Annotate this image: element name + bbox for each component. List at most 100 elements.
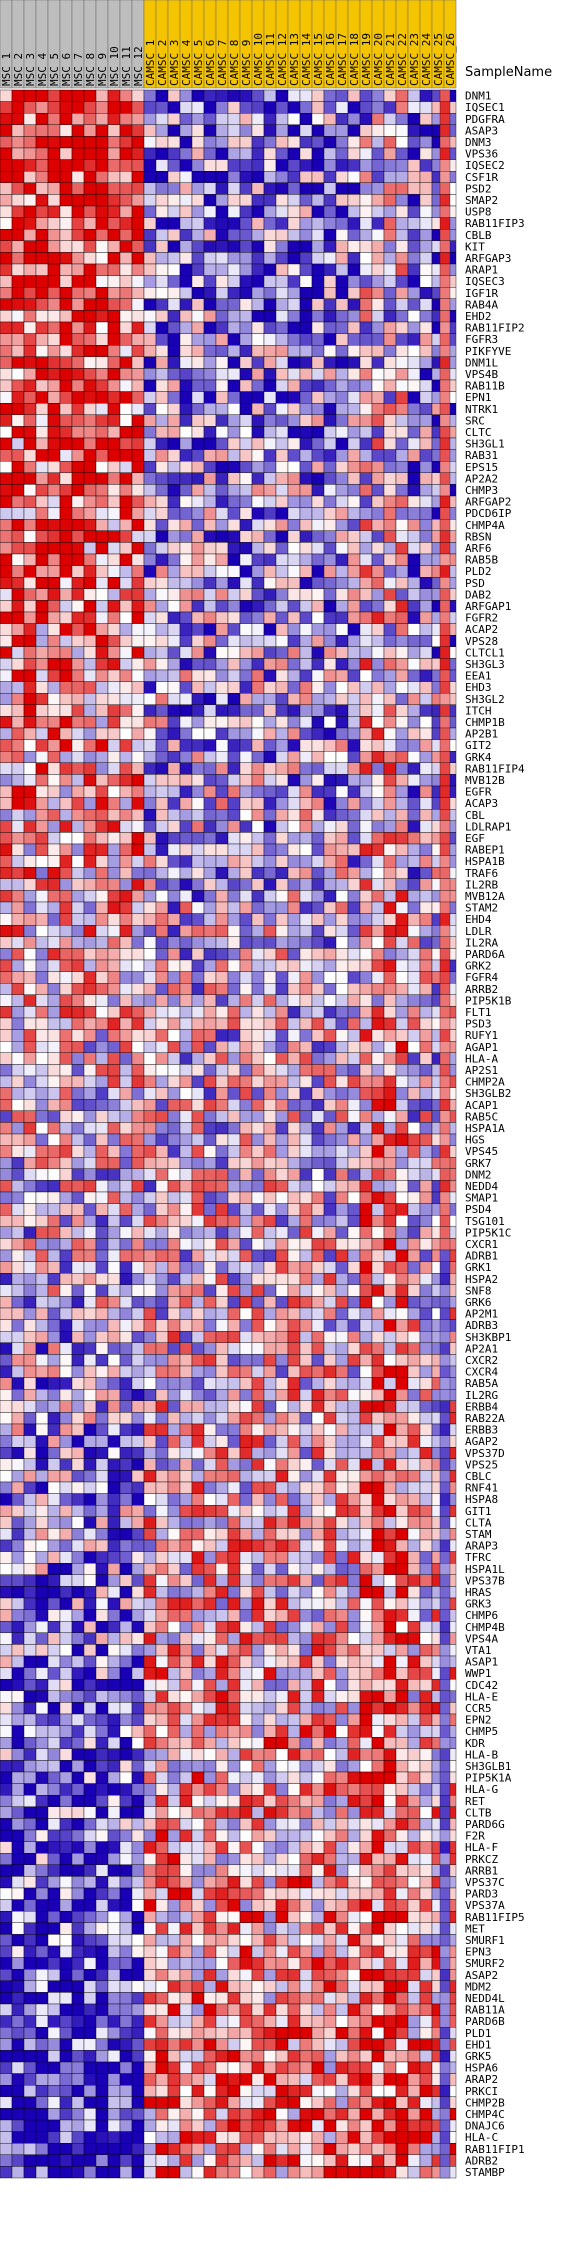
heatmap-cell [287,333,301,346]
heatmap-cell [179,553,193,566]
heatmap-cell [215,751,229,764]
heatmap-cell [107,1052,121,1065]
heatmap-cell [0,716,13,729]
heatmap-cell [311,495,325,508]
heatmap-cell [347,275,361,288]
heatmap-cell [95,658,109,671]
heatmap-cell [59,379,73,392]
column-label: MSC_4 [36,53,49,86]
heatmap-cell [191,681,205,694]
heatmap-cell [107,1029,121,1042]
heatmap-cell [371,298,385,311]
heatmap-cell [155,1214,169,1227]
heatmap-cell [107,1249,121,1262]
heatmap-cell [215,1551,229,1564]
heatmap-cell [215,1493,229,1506]
heatmap-cell [275,507,289,520]
heatmap-cell [239,1435,253,1448]
heatmap-cell [71,843,85,856]
heatmap-cell [0,426,13,439]
heatmap-cell [419,1156,433,1169]
heatmap-cell [143,832,157,845]
heatmap-cell [311,901,325,914]
column-label: CAMSC_25 [432,33,445,86]
heatmap-cell [227,901,241,914]
heatmap-cell [95,669,109,682]
heatmap-cell [395,1388,409,1401]
heatmap-cell [179,1272,193,1285]
heatmap-cell [35,588,49,601]
heatmap-cell [419,600,433,613]
heatmap-cell [47,495,61,508]
heatmap-cell [155,1516,169,1529]
heatmap-cell [47,89,61,102]
heatmap-cell [143,658,157,671]
heatmap-cell [215,1504,229,1517]
heatmap-cell [167,1388,181,1401]
heatmap-cell [131,1156,145,1169]
heatmap-cell [311,1551,325,1564]
heatmap-cell [59,519,73,532]
heatmap-cell [287,948,301,961]
heatmap-cell [407,1284,421,1297]
heatmap-cell [407,890,421,903]
heatmap-cell [215,205,229,218]
heatmap-cell [167,1539,181,1552]
heatmap-cell [287,101,301,114]
heatmap-cell [95,1528,109,1541]
heatmap-cell [251,507,265,520]
heatmap-cell [407,112,421,125]
heatmap-cell [23,1539,37,1552]
heatmap-cell [371,495,385,508]
heatmap-cell [71,1052,85,1065]
heatmap-cell [275,1562,289,1575]
heatmap-cell [47,1481,61,1494]
heatmap-cell [251,646,265,659]
heatmap-cell [0,785,13,798]
heatmap-cell [251,159,265,172]
heatmap-cell [47,333,61,346]
heatmap-cell [323,820,337,833]
heatmap-cell [215,669,229,682]
heatmap-cell [95,1040,109,1053]
heatmap-cell [251,635,265,648]
heatmap-cell [179,1388,193,1401]
heatmap-cell [119,890,133,903]
heatmap-cell [335,519,349,532]
heatmap-cell [263,136,277,149]
column-label: CAMSC_15 [312,33,325,86]
heatmap-cell [167,751,181,764]
heatmap-cell [191,159,205,172]
heatmap-cell [347,321,361,334]
heatmap-cell [239,669,253,682]
heatmap-cell [143,1423,157,1436]
heatmap-cell [23,994,37,1007]
heatmap-cell [155,1052,169,1065]
heatmap-cell [59,1423,73,1436]
heatmap-cell [359,809,373,822]
heatmap-cell [119,437,133,450]
heatmap-cell [0,925,13,938]
heatmap-cell [323,252,337,265]
heatmap-cell [35,403,49,416]
heatmap-cell [371,1040,385,1053]
heatmap-cell [47,1342,61,1355]
heatmap-cell [167,983,181,996]
heatmap-cell [383,1319,397,1332]
heatmap-cell [347,379,361,392]
heatmap-cell [107,925,121,938]
heatmap-cell [131,426,145,439]
heatmap-cell [347,1493,361,1506]
heatmap-cell [383,1261,397,1274]
heatmap-cell [287,1551,301,1564]
heatmap-cell [251,437,265,450]
heatmap-cell [23,1574,37,1587]
heatmap-cell [191,1539,205,1552]
heatmap-cell [11,194,25,207]
heatmap-cell [419,774,433,787]
heatmap-cell [107,136,121,149]
heatmap-cell [11,1040,25,1053]
heatmap-cell [323,449,337,462]
heatmap-cell [167,1261,181,1274]
heatmap-cell [347,1458,361,1471]
